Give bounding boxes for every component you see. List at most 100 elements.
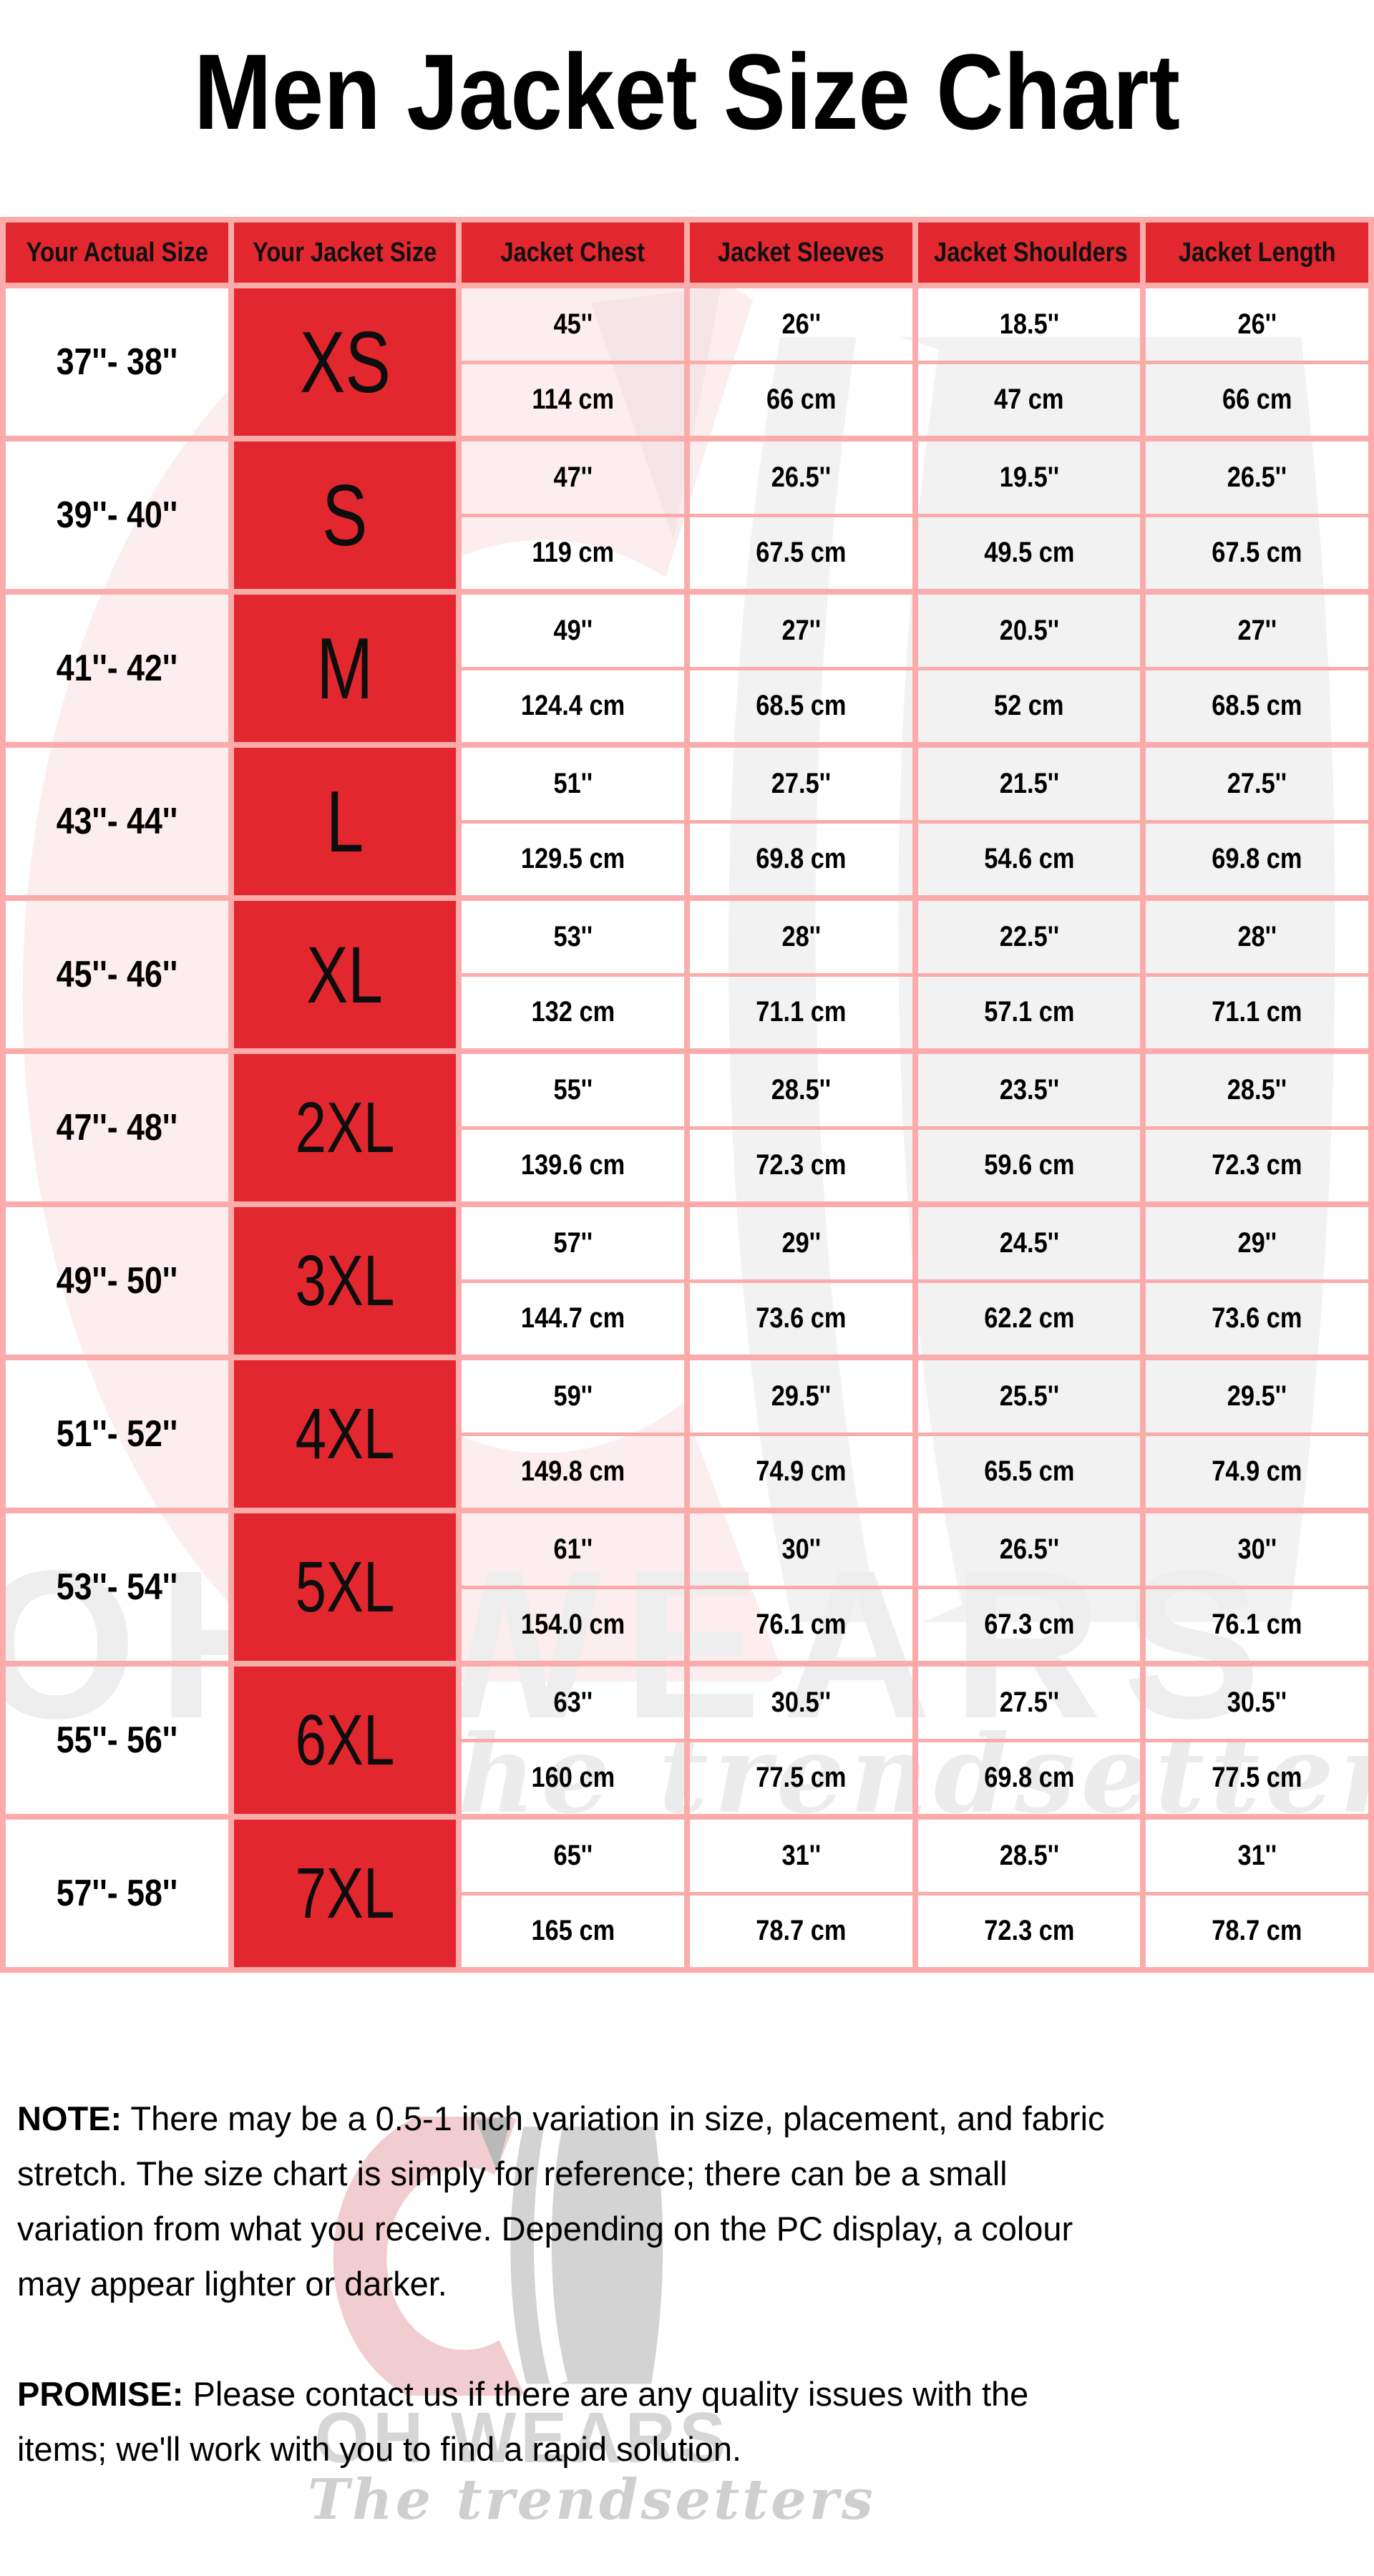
chest-inches-cell: 63'' xyxy=(456,1661,690,1742)
sleeves-inches-cell: 31'' xyxy=(683,1814,918,1896)
actual-size-cell: 37''- 38'' xyxy=(0,283,234,441)
row-m-inches: 41''- 42'' M 49'' 27'' 20.5'' 27'' xyxy=(0,589,1374,748)
sleeves-inches-cell: 28'' xyxy=(683,895,918,977)
chest-cm-cell: 149.8 cm xyxy=(456,1432,690,1513)
shoulders-inches-cell: 27.5'' xyxy=(912,1661,1146,1742)
sleeves-cm-cell: 73.6 cm xyxy=(683,1279,918,1360)
jacket-size-cell: 2XL xyxy=(228,1048,462,1207)
length-inches-cell: 31'' xyxy=(1140,1814,1374,1896)
logo-flame-ring xyxy=(333,2117,525,2396)
size-chart-table-wrap: Your Actual Size Your Jacket Size Jacket… xyxy=(0,217,1374,1973)
length-cm-cell: 76.1 cm xyxy=(1140,1585,1374,1667)
sleeves-inches-cell: 26.5'' xyxy=(683,436,918,517)
shoulders-cm-cell: 67.3 cm xyxy=(912,1585,1146,1667)
actual-size-cell: 39''- 40'' xyxy=(0,436,234,595)
chest-cm-cell: 144.7 cm xyxy=(456,1279,690,1360)
row-7xl-inches: 57''- 58'' 7XL 65'' 31'' 28.5'' 31'' xyxy=(0,1814,1374,1973)
length-cm-cell: 78.7 cm xyxy=(1140,1891,1374,1973)
jacket-size-cell: L xyxy=(228,742,462,901)
chest-cm-cell: 154.0 cm xyxy=(456,1585,690,1667)
sleeves-cm-cell: 77.5 cm xyxy=(683,1738,918,1820)
sleeves-inches-cell: 30'' xyxy=(683,1508,918,1589)
sleeves-inches-cell: 28.5'' xyxy=(683,1048,918,1130)
length-inches-cell: 30'' xyxy=(1140,1508,1374,1589)
note-line: There may be a 0.5-1 inch variation in s… xyxy=(122,2099,1105,2137)
shoulders-inches-cell: 28.5'' xyxy=(912,1814,1146,1896)
sleeves-cm-cell: 78.7 cm xyxy=(683,1891,918,1973)
actual-size-cell: 57''- 58'' xyxy=(0,1814,234,1973)
length-inches-cell: 26.5'' xyxy=(1140,436,1374,517)
logo-shield-slit xyxy=(533,2124,568,2387)
length-inches-cell: 27'' xyxy=(1140,589,1374,670)
row-s-cm: 119 cm 67.5 cm 49.5 cm 67.5 cm xyxy=(3,513,1374,595)
shoulders-cm-cell: 69.8 cm xyxy=(912,1738,1146,1820)
sleeves-cm-cell: 71.1 cm xyxy=(683,972,918,1054)
shoulders-inches-cell: 23.5'' xyxy=(912,1048,1146,1130)
shoulders-cm-cell: 49.5 cm xyxy=(912,513,1146,595)
col-header-jacket-length: Jacket Length xyxy=(1140,217,1374,288)
shoulders-inches-cell: 22.5'' xyxy=(912,895,1146,977)
length-inches-cell: 28'' xyxy=(1140,895,1374,977)
row-s-inches: 39''- 40'' S 47'' 26.5'' 19.5'' 26.5'' xyxy=(0,436,1374,595)
shoulders-cm-cell: 59.6 cm xyxy=(912,1126,1146,1207)
jacket-size-cell: 6XL xyxy=(228,1661,462,1820)
sleeves-cm-cell: 66 cm xyxy=(683,360,918,441)
chest-cm-cell: 119 cm xyxy=(456,513,690,595)
row-4xl-cm: 149.8 cm 74.9 cm 65.5 cm 74.9 cm xyxy=(3,1432,1374,1513)
chest-inches-cell: 49'' xyxy=(456,589,690,670)
shoulders-inches-cell: 25.5'' xyxy=(912,1355,1146,1436)
sleeves-cm-cell: 76.1 cm xyxy=(683,1585,918,1667)
promise-label: PROMISE: xyxy=(17,2375,184,2413)
shoulders-inches-cell: 20.5'' xyxy=(912,589,1146,670)
length-cm-cell: 77.5 cm xyxy=(1140,1738,1374,1820)
brand-watermark-text-bottom: OH WEARS xyxy=(314,2398,731,2478)
sleeves-cm-cell: 69.8 cm xyxy=(683,819,918,901)
row-xs-inches: 37''- 38'' XS 45'' 26'' 18.5'' 26'' xyxy=(0,283,1374,441)
actual-size-cell: 47''- 48'' xyxy=(0,1048,234,1207)
jacket-size-cell: 7XL xyxy=(228,1814,462,1973)
shoulders-inches-cell: 21.5'' xyxy=(912,742,1146,824)
sleeves-cm-cell: 67.5 cm xyxy=(683,513,918,595)
jacket-size-cell: 4XL xyxy=(228,1355,462,1513)
row-6xl-inches: 55''- 56'' 6XL 63'' 30.5'' 27.5'' 30.5'' xyxy=(0,1661,1374,1820)
col-header-actual-size: Your Actual Size xyxy=(0,217,234,288)
chest-inches-cell: 45'' xyxy=(456,283,690,364)
sleeves-inches-cell: 27'' xyxy=(683,589,918,670)
promise-line: Please contact us if there are any quali… xyxy=(183,2375,1029,2413)
row-7xl-cm: 165 cm 78.7 cm 72.3 cm 78.7 cm xyxy=(3,1891,1374,1973)
length-cm-cell: 66 cm xyxy=(1140,360,1374,441)
row-4xl-inches: 51''- 52'' 4XL 59'' 29.5'' 25.5'' 29.5'' xyxy=(0,1355,1374,1513)
chest-cm-cell: 124.4 cm xyxy=(456,666,690,748)
jacket-size-cell: 3XL xyxy=(228,1201,462,1360)
col-header-jacket-chest: Jacket Chest xyxy=(456,217,690,288)
actual-size-cell: 45''- 46'' xyxy=(0,895,234,1054)
chest-cm-cell: 139.6 cm xyxy=(456,1126,690,1207)
chest-cm-cell: 132 cm xyxy=(456,972,690,1054)
shoulders-cm-cell: 54.6 cm xyxy=(912,819,1146,901)
row-xl-inches: 45''- 46'' XL 53'' 28'' 22.5'' 28'' xyxy=(0,895,1374,1054)
note-paragraph: NOTE: There may be a 0.5-1 inch variatio… xyxy=(17,2091,1363,2311)
length-inches-cell: 30.5'' xyxy=(1140,1661,1374,1742)
chest-inches-cell: 65'' xyxy=(456,1814,690,1896)
row-6xl-cm: 160 cm 77.5 cm 69.8 cm 77.5 cm xyxy=(3,1738,1374,1820)
chest-inches-cell: 55'' xyxy=(456,1048,690,1130)
row-m-cm: 124.4 cm 68.5 cm 52 cm 68.5 cm xyxy=(3,666,1374,748)
length-inches-cell: 29.5'' xyxy=(1140,1355,1374,1436)
actual-size-cell: 53''- 54'' xyxy=(0,1508,234,1667)
shoulders-inches-cell: 26.5'' xyxy=(912,1508,1146,1589)
shoulders-inches-cell: 24.5'' xyxy=(912,1201,1146,1283)
length-inches-cell: 29'' xyxy=(1140,1201,1374,1283)
jacket-size-cell: M xyxy=(228,589,462,748)
note-section: NOTE: There may be a 0.5-1 inch variatio… xyxy=(17,2091,1363,2477)
shoulders-cm-cell: 62.2 cm xyxy=(912,1279,1146,1360)
chest-cm-cell: 160 cm xyxy=(456,1738,690,1820)
row-xs-cm: 114 cm 66 cm 47 cm 66 cm xyxy=(3,360,1374,441)
sleeves-inches-cell: 29.5'' xyxy=(683,1355,918,1436)
row-xl-cm: 132 cm 71.1 cm 57.1 cm 71.1 cm xyxy=(3,972,1374,1054)
note-line: may appear lighter or darker. xyxy=(17,2265,447,2303)
chest-inches-cell: 53'' xyxy=(456,895,690,977)
row-l-inches: 43''- 44'' L 51'' 27.5'' 21.5'' 27.5'' xyxy=(0,742,1374,901)
chest-inches-cell: 61'' xyxy=(456,1508,690,1589)
sleeves-inches-cell: 26'' xyxy=(683,283,918,364)
